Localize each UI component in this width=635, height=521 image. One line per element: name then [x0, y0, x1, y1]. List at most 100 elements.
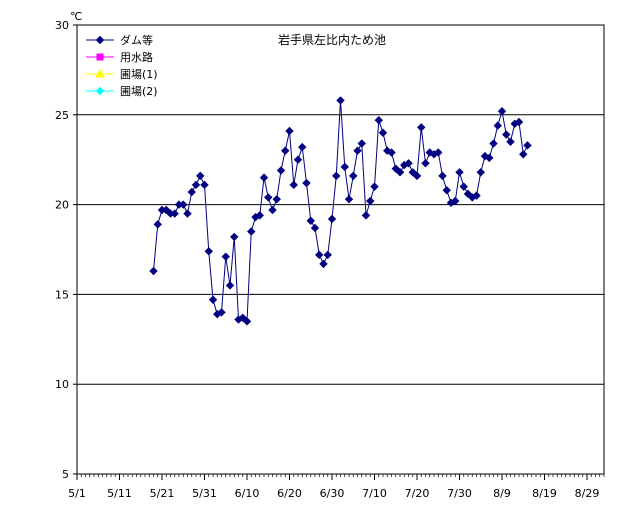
data-point	[170, 209, 179, 218]
data-point	[417, 123, 426, 132]
legend-item: 圃場(1)	[86, 68, 158, 81]
x-tick-label: 6/10	[235, 487, 260, 500]
y-axis: 5 10 15 20 25 30	[55, 19, 77, 481]
x-tick-label: 7/20	[405, 487, 430, 500]
data-point	[438, 171, 447, 181]
series-group	[149, 96, 532, 326]
series-line	[153, 100, 528, 323]
legend-item: ダム等	[86, 33, 153, 47]
y-axis-unit-label: ℃	[70, 10, 82, 23]
x-tick-label: 5/31	[192, 487, 217, 500]
x-axis: 5/1 5/11 5/21 5/31 6/10 6/20 6/30 7/10 7/20 7/30 8…	[68, 474, 605, 500]
data-point	[162, 205, 171, 215]
y-tick-label: 5	[62, 468, 69, 481]
data-point	[293, 155, 303, 164]
data-point	[459, 182, 468, 191]
y-tick-label: 10	[55, 378, 69, 391]
data-point	[349, 171, 358, 181]
y-tick-label: 15	[55, 288, 69, 301]
legend-marker	[96, 53, 104, 61]
legend-item: 圃場(2)	[86, 85, 158, 98]
data-point	[153, 220, 162, 229]
series-1	[149, 96, 532, 326]
data-point	[217, 308, 226, 317]
data-point	[281, 146, 290, 155]
data-point	[387, 148, 396, 157]
legend-marker	[95, 86, 105, 96]
data-point	[455, 168, 464, 177]
data-point	[221, 252, 230, 261]
data-point	[196, 171, 205, 181]
gridlines	[77, 114, 604, 385]
y-tick-label: 20	[55, 199, 69, 212]
data-point	[340, 162, 349, 172]
data-point	[204, 247, 213, 256]
data-point	[208, 295, 218, 304]
legend-marker	[95, 68, 105, 78]
x-tick-label: 7/10	[362, 487, 387, 500]
data-point	[404, 159, 413, 168]
data-point	[327, 214, 337, 224]
x-tick-label: 5/21	[150, 487, 175, 500]
x-tick-label: 6/20	[277, 487, 302, 500]
data-point	[242, 317, 252, 326]
data-point	[485, 153, 494, 163]
data-point	[200, 180, 209, 190]
data-point	[255, 211, 264, 220]
data-point	[276, 166, 286, 175]
data-point	[319, 259, 328, 269]
x-tick-label: 7/30	[447, 487, 472, 500]
legend-label: 圃場(1)	[120, 68, 158, 81]
data-point	[289, 180, 298, 190]
data-point	[412, 171, 422, 181]
legend-label: 圃場(2)	[120, 85, 158, 98]
data-point	[183, 209, 192, 218]
data-point	[238, 313, 247, 322]
data-point	[391, 164, 400, 173]
data-point	[187, 187, 196, 197]
data-point	[310, 223, 320, 233]
data-point	[264, 193, 273, 202]
data-point	[506, 137, 515, 146]
data-point	[395, 168, 405, 177]
data-point	[497, 107, 507, 116]
x-tick-label: 5/11	[107, 487, 132, 500]
data-point	[408, 168, 417, 177]
data-point	[523, 141, 532, 150]
legend-marker	[95, 35, 105, 45]
data-point	[361, 211, 371, 220]
data-point	[434, 148, 443, 157]
data-point	[179, 200, 188, 209]
data-point	[476, 168, 485, 177]
data-point	[353, 146, 362, 155]
legend-label: 用水路	[120, 51, 153, 64]
data-point	[302, 178, 311, 188]
y-tick-label: 25	[55, 109, 69, 122]
data-point	[421, 159, 430, 168]
x-tick-label: 6/30	[320, 487, 345, 500]
data-point	[378, 128, 388, 137]
data-point	[370, 182, 379, 191]
y-tick-label: 30	[55, 19, 69, 32]
data-point	[493, 121, 502, 130]
data-point	[306, 216, 315, 225]
data-point	[285, 126, 294, 136]
data-point	[315, 250, 324, 260]
data-point	[272, 195, 281, 204]
data-point	[298, 142, 307, 152]
data-point	[357, 139, 366, 148]
data-point	[366, 196, 375, 206]
data-point	[502, 130, 511, 139]
data-point	[451, 196, 460, 206]
data-point	[463, 189, 473, 199]
data-point	[191, 180, 201, 190]
data-point	[489, 139, 498, 148]
x-tick-label: 8/9	[493, 487, 511, 500]
legend-item: 用水路	[86, 51, 153, 64]
data-point	[472, 191, 481, 200]
data-point	[332, 171, 341, 181]
data-point	[149, 266, 158, 276]
